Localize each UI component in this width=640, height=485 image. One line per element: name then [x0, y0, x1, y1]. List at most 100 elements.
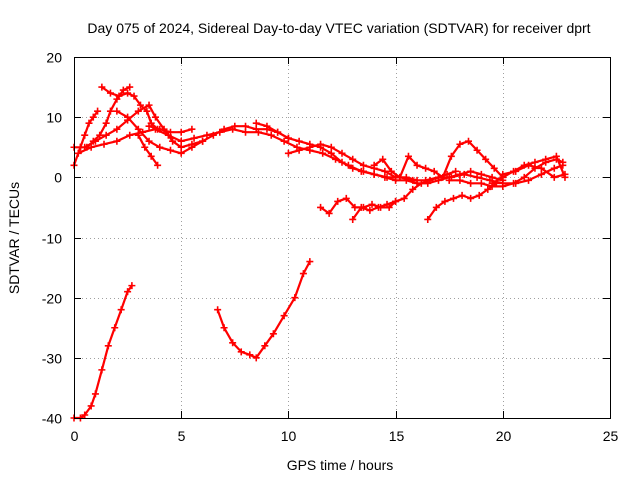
data-point — [267, 131, 275, 139]
data-point — [113, 107, 121, 115]
data-point — [124, 89, 132, 97]
data-point — [552, 152, 560, 160]
data-point — [439, 173, 447, 181]
data-point — [74, 149, 82, 157]
data-point — [475, 191, 483, 199]
y-tick-label: 0 — [54, 170, 62, 186]
data-point — [143, 107, 151, 115]
data-point — [488, 173, 496, 181]
data-point — [102, 119, 110, 127]
data-point — [402, 173, 410, 181]
data-point — [432, 203, 440, 211]
data-point — [284, 134, 292, 142]
data-point — [154, 161, 162, 169]
data-point — [237, 348, 245, 356]
data-point — [199, 137, 207, 145]
data-point — [484, 185, 492, 193]
data-point — [550, 173, 558, 181]
data-point — [102, 131, 110, 139]
data-point — [424, 215, 432, 223]
data-point — [89, 113, 97, 121]
data-point — [252, 119, 260, 127]
data-point — [456, 170, 464, 178]
data-point — [561, 170, 569, 178]
data-point — [134, 125, 142, 133]
x-tick-label: 0 — [71, 428, 79, 444]
series-prn-p — [424, 179, 500, 223]
data-point — [188, 143, 196, 151]
x-tick-label: 10 — [281, 428, 297, 444]
data-point — [319, 149, 327, 157]
series-prn-i — [134, 131, 162, 169]
data-point — [520, 173, 528, 181]
data-point — [417, 179, 425, 187]
data-point — [473, 146, 481, 154]
data-point — [269, 330, 277, 338]
y-tick-label: 10 — [46, 110, 62, 126]
data-point — [359, 161, 367, 169]
data-point — [124, 113, 132, 121]
data-point — [349, 155, 357, 163]
data-point — [151, 113, 159, 121]
series-prn-s — [499, 161, 569, 181]
data-point — [188, 125, 196, 133]
data-point — [91, 137, 99, 145]
data-point — [111, 324, 119, 332]
data-point — [334, 197, 342, 205]
data-point — [426, 176, 434, 184]
data-point — [327, 149, 335, 157]
data-point — [542, 155, 550, 163]
data-point — [387, 167, 395, 175]
data-point — [280, 137, 288, 145]
data-point — [477, 170, 485, 178]
data-point — [456, 176, 464, 184]
data-point — [141, 143, 149, 151]
series-line — [72, 284, 133, 420]
data-point — [145, 122, 153, 130]
data-point — [229, 125, 237, 133]
data-point — [490, 164, 498, 172]
series-prn-h — [113, 107, 207, 157]
data-point — [467, 167, 475, 175]
data-point — [338, 149, 346, 157]
data-point — [254, 128, 262, 136]
series-line — [373, 140, 504, 179]
data-point — [359, 167, 367, 175]
data-point — [413, 161, 421, 169]
series-prn-j — [145, 122, 196, 136]
y-tick-label: 20 — [46, 50, 62, 66]
data-point — [381, 167, 389, 175]
data-point — [537, 170, 545, 178]
data-point — [252, 354, 260, 362]
data-point — [203, 131, 211, 139]
data-point — [366, 206, 374, 214]
data-point — [106, 89, 114, 97]
data-point — [409, 185, 417, 193]
grid — [74, 57, 610, 418]
data-point — [441, 197, 449, 205]
data-point — [452, 167, 460, 175]
y-tick-label: -20 — [42, 291, 62, 307]
data-point — [134, 107, 142, 115]
data-point — [156, 143, 164, 151]
data-point — [374, 203, 382, 211]
data-point — [106, 107, 114, 115]
chart-title: Day 075 of 2024, Sidereal Day-to-day VTE… — [87, 20, 590, 36]
data-point — [134, 131, 142, 139]
data-point — [512, 167, 520, 175]
data-point — [177, 149, 185, 157]
x-tick-label: 5 — [178, 428, 186, 444]
data-point — [126, 83, 134, 91]
data-point — [370, 161, 378, 169]
data-point — [422, 164, 430, 172]
series-prn-l — [284, 140, 421, 184]
series-prn-a — [70, 282, 136, 422]
data-point — [130, 92, 138, 100]
data-point — [115, 92, 123, 100]
data-point — [291, 294, 299, 302]
data-point — [349, 164, 357, 172]
data-point — [156, 125, 164, 133]
data-point — [177, 143, 185, 151]
x-tick-label: 25 — [603, 428, 619, 444]
